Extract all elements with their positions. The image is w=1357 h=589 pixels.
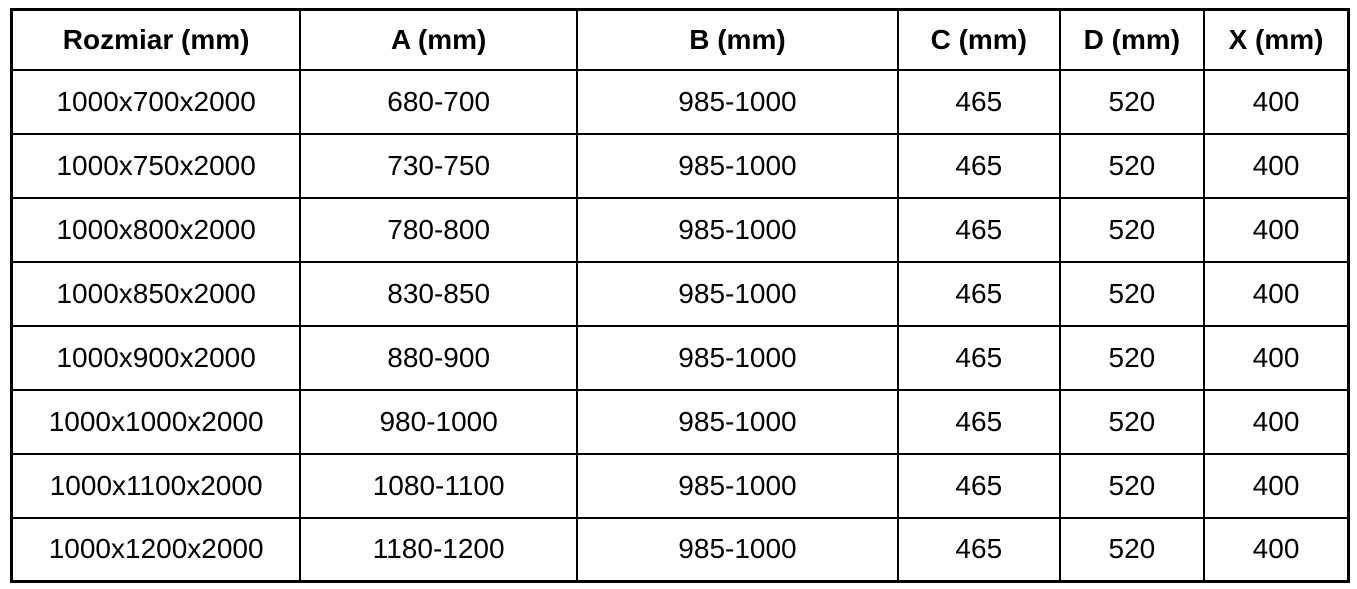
table-cell: 400 — [1203, 260, 1350, 327]
table-cell: 465 — [896, 132, 1061, 199]
table-row: 1000x850x2000 830-850 985-1000 465 520 4… — [10, 260, 1350, 327]
table-cell: 520 — [1058, 388, 1206, 455]
table-cell: 520 — [1058, 516, 1206, 583]
table-cell: 985-1000 — [576, 452, 899, 519]
table-cell: 520 — [1058, 452, 1206, 519]
table-row: 1000x800x2000 780-800 985-1000 465 520 4… — [10, 196, 1350, 263]
table-cell: 1080-1100 — [299, 452, 579, 519]
table-cell: 400 — [1203, 68, 1350, 135]
header-cell-b: B (mm) — [576, 8, 899, 71]
table-cell: 465 — [896, 324, 1061, 391]
table-cell: 1180-1200 — [299, 516, 579, 583]
table-cell: 830-850 — [299, 260, 579, 327]
table-cell: 1000x1100x2000 — [10, 452, 302, 519]
table-cell: 400 — [1203, 452, 1350, 519]
table-cell: 465 — [896, 388, 1061, 455]
table-cell: 1000x700x2000 — [10, 68, 302, 135]
table-row: 1000x700x2000 680-700 985-1000 465 520 4… — [10, 68, 1350, 135]
table-cell: 520 — [1058, 324, 1206, 391]
table-cell: 465 — [896, 68, 1061, 135]
table-cell: 985-1000 — [576, 388, 899, 455]
table-cell: 985-1000 — [576, 324, 899, 391]
table-row: 1000x1100x2000 1080-1100 985-1000 465 52… — [10, 452, 1350, 519]
table-cell: 520 — [1058, 68, 1206, 135]
table-cell: 1000x850x2000 — [10, 260, 302, 327]
table-cell: 400 — [1203, 388, 1350, 455]
table-cell: 985-1000 — [576, 132, 899, 199]
table-cell: 980-1000 — [299, 388, 579, 455]
table-cell: 400 — [1203, 132, 1350, 199]
table-cell: 985-1000 — [576, 68, 899, 135]
table-row: 1000x1200x2000 1180-1200 985-1000 465 52… — [10, 516, 1350, 583]
table-cell: 985-1000 — [576, 260, 899, 327]
table-cell: 880-900 — [299, 324, 579, 391]
table-cell: 465 — [896, 452, 1061, 519]
table-row: 1000x1000x2000 980-1000 985-1000 465 520… — [10, 388, 1350, 455]
header-cell-a: A (mm) — [299, 8, 579, 71]
header-cell-x: X (mm) — [1203, 8, 1350, 71]
table-cell: 985-1000 — [576, 196, 899, 263]
table-cell: 520 — [1058, 260, 1206, 327]
table-cell: 520 — [1058, 132, 1206, 199]
table-cell: 400 — [1203, 324, 1350, 391]
header-cell-rozmiar: Rozmiar (mm) — [10, 8, 302, 71]
table-cell: 1000x1200x2000 — [10, 516, 302, 583]
header-cell-c: C (mm) — [896, 8, 1061, 71]
table-cell: 1000x900x2000 — [10, 324, 302, 391]
table-cell: 400 — [1203, 196, 1350, 263]
table-cell: 1000x800x2000 — [10, 196, 302, 263]
size-spec-table: Rozmiar (mm) A (mm) B (mm) C (mm) D (mm)… — [10, 8, 1350, 583]
header-cell-d: D (mm) — [1058, 8, 1206, 71]
table-cell: 400 — [1203, 516, 1350, 583]
table-cell: 1000x750x2000 — [10, 132, 302, 199]
table-cell: 465 — [896, 196, 1061, 263]
table-row: 1000x900x2000 880-900 985-1000 465 520 4… — [10, 324, 1350, 391]
table-cell: 680-700 — [299, 68, 579, 135]
table-cell: 1000x1000x2000 — [10, 388, 302, 455]
table-cell: 780-800 — [299, 196, 579, 263]
table-cell: 465 — [896, 516, 1061, 583]
table-cell: 465 — [896, 260, 1061, 327]
header-row: Rozmiar (mm) A (mm) B (mm) C (mm) D (mm)… — [10, 8, 1350, 71]
table-row: 1000x750x2000 730-750 985-1000 465 520 4… — [10, 132, 1350, 199]
table-cell: 985-1000 — [576, 516, 899, 583]
table-cell: 730-750 — [299, 132, 579, 199]
table-cell: 520 — [1058, 196, 1206, 263]
